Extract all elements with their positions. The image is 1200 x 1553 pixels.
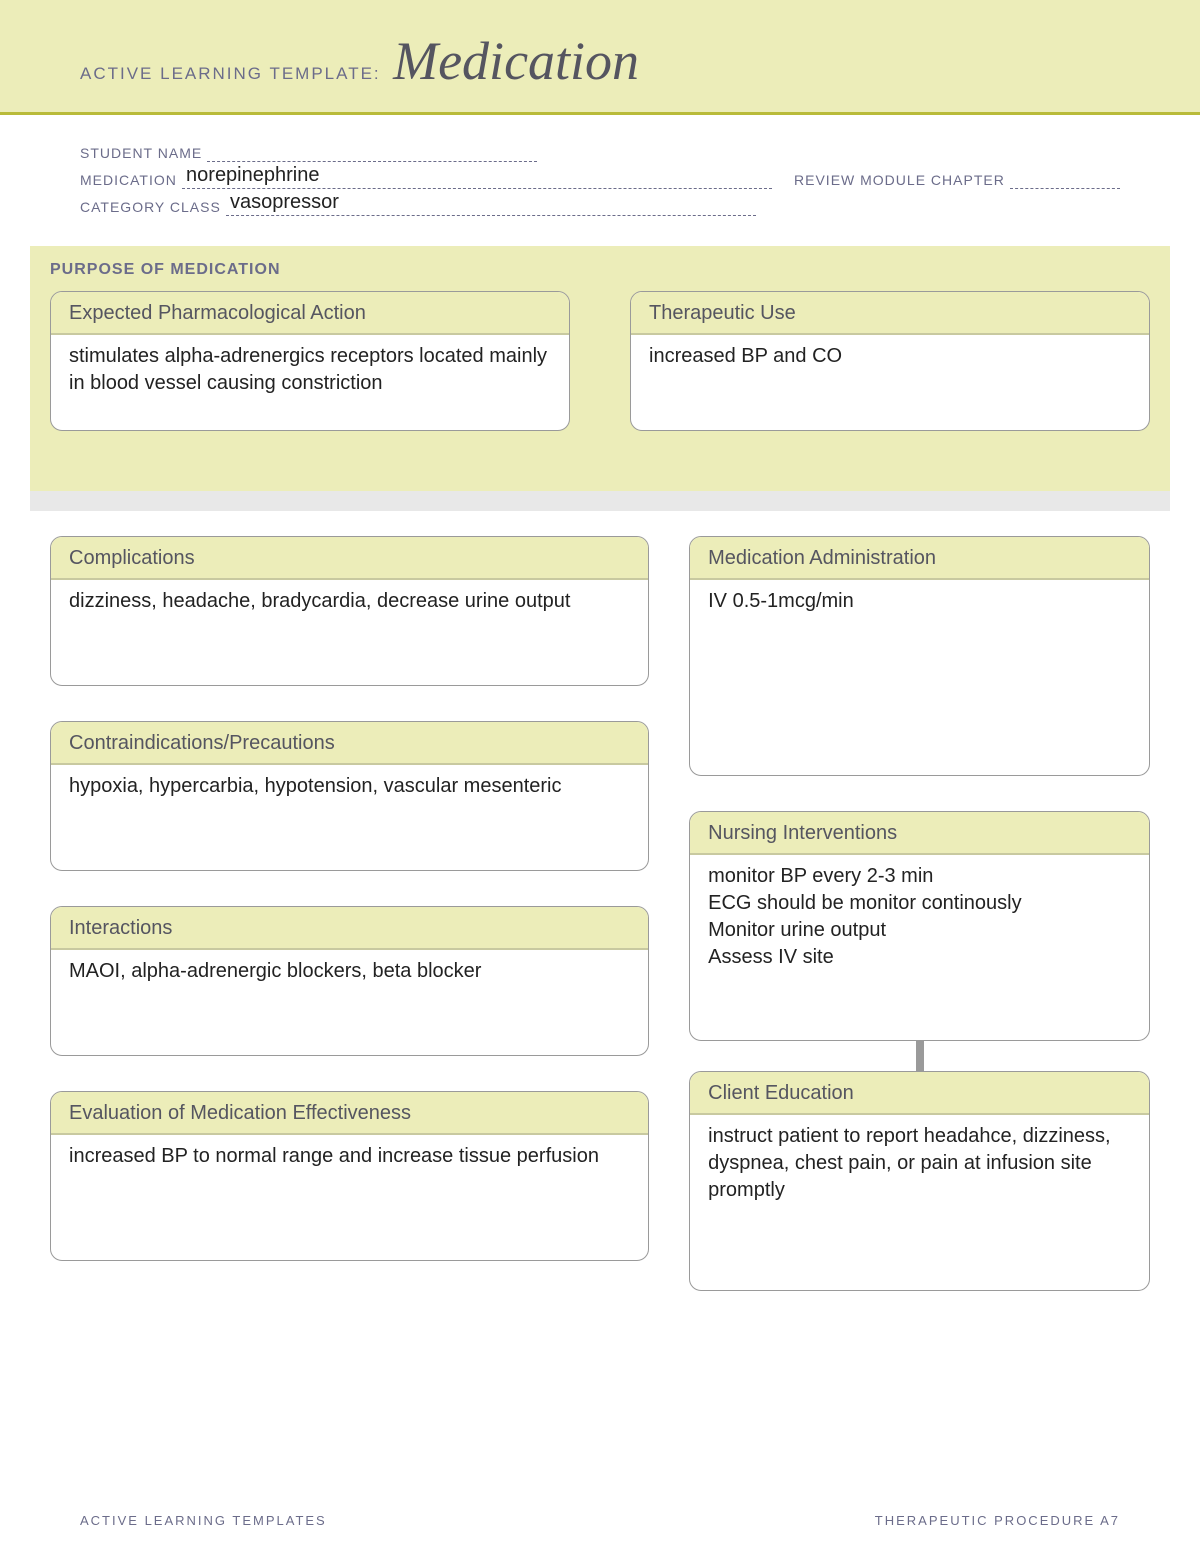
meta-section: STUDENT NAME MEDICATION norepinephrine R…	[0, 115, 1200, 246]
administration-box: Medication Administration IV 0.5-1mcg/mi…	[689, 536, 1150, 776]
category-line: vasopressor	[226, 215, 756, 216]
education-title: Client Education	[690, 1072, 1149, 1115]
contraindications-title: Contraindications/Precautions	[51, 722, 648, 765]
header-title: Medication	[393, 30, 639, 92]
category-row: CATEGORY CLASS vasopressor	[80, 199, 1120, 216]
review-line	[1010, 188, 1120, 189]
administration-body: IV 0.5-1mcg/min	[690, 580, 1149, 775]
education-body: instruct patient to report headahce, diz…	[690, 1115, 1149, 1290]
interactions-box: Interactions MAOI, alpha-adrenergic bloc…	[50, 906, 649, 1056]
footer: ACTIVE LEARNING TEMPLATES THERAPEUTIC PR…	[80, 1513, 1120, 1528]
interactions-title: Interactions	[51, 907, 648, 950]
category-label: CATEGORY CLASS	[80, 199, 221, 215]
content-section: Complications dizziness, headache, brady…	[30, 511, 1170, 1311]
purpose-section: PURPOSE OF MEDICATION Expected Pharmacol…	[30, 246, 1170, 491]
student-name-row: STUDENT NAME	[80, 145, 1120, 162]
evaluation-title: Evaluation of Medication Effectiveness	[51, 1092, 648, 1135]
footer-right: THERAPEUTIC PROCEDURE A7	[875, 1513, 1120, 1528]
therapeutic-use-body: increased BP and CO	[631, 335, 1149, 430]
contraindications-body: hypoxia, hypercarbia, hypotension, vascu…	[51, 765, 648, 870]
administration-title: Medication Administration	[690, 537, 1149, 580]
evaluation-box: Evaluation of Medication Effectiveness i…	[50, 1091, 649, 1261]
expected-action-box: Expected Pharmacological Action stimulat…	[50, 291, 570, 431]
complications-title: Complications	[51, 537, 648, 580]
interactions-body: MAOI, alpha-adrenergic blockers, beta bl…	[51, 950, 648, 1055]
nursing-title: Nursing Interventions	[690, 812, 1149, 855]
footer-left: ACTIVE LEARNING TEMPLATES	[80, 1513, 327, 1528]
expected-action-body: stimulates alpha-adrenergics receptors l…	[51, 335, 569, 430]
student-name-label: STUDENT NAME	[80, 145, 202, 161]
medication-value: norepinephrine	[186, 164, 319, 187]
medication-line: norepinephrine	[182, 188, 772, 189]
medication-label: MEDICATION	[80, 172, 177, 188]
complications-box: Complications dizziness, headache, brady…	[50, 536, 649, 686]
expected-action-title: Expected Pharmacological Action	[51, 292, 569, 335]
education-box: Client Education instruct patient to rep…	[689, 1071, 1150, 1291]
evaluation-body: increased BP to normal range and increas…	[51, 1135, 648, 1260]
student-name-line	[207, 161, 537, 162]
nursing-body: monitor BP every 2-3 min ECG should be m…	[690, 855, 1149, 1040]
contraindications-box: Contraindications/Precautions hypoxia, h…	[50, 721, 649, 871]
header-band: ACTIVE LEARNING TEMPLATE: Medication	[0, 0, 1200, 115]
right-column: Medication Administration IV 0.5-1mcg/mi…	[689, 536, 1150, 1291]
review-label: REVIEW MODULE CHAPTER	[794, 172, 1120, 189]
page: ACTIVE LEARNING TEMPLATE: Medication STU…	[0, 0, 1200, 1553]
header-prefix: ACTIVE LEARNING TEMPLATE:	[80, 64, 381, 84]
therapeutic-use-title: Therapeutic Use	[631, 292, 1149, 335]
left-column: Complications dizziness, headache, brady…	[50, 536, 649, 1291]
therapeutic-use-box: Therapeutic Use increased BP and CO	[630, 291, 1150, 431]
spacer	[689, 776, 1150, 811]
category-value: vasopressor	[230, 191, 339, 214]
connector-line	[916, 1041, 924, 1071]
complications-body: dizziness, headache, bradycardia, decrea…	[51, 580, 648, 685]
purpose-heading: PURPOSE OF MEDICATION	[50, 261, 1150, 279]
medication-row: MEDICATION norepinephrine REVIEW MODULE …	[80, 172, 1120, 189]
nursing-box: Nursing Interventions monitor BP every 2…	[689, 811, 1150, 1041]
